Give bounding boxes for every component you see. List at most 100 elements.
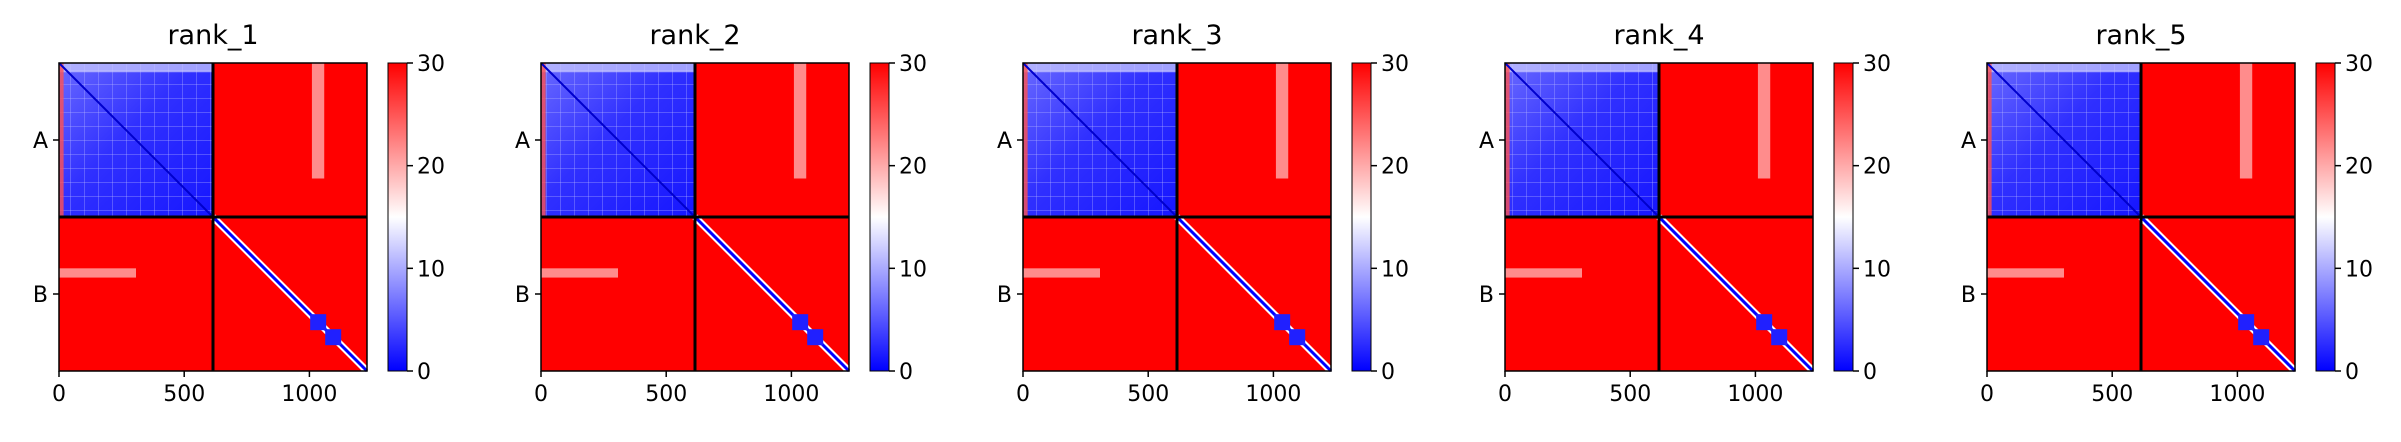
colorbar-tick-label: 30 [1381,52,1409,77]
block-a-diagonal [58,62,214,218]
block-b-a-streak [1023,268,1100,278]
block-b-diagonal [693,215,851,373]
x-tick-label: 0 [1498,382,1512,407]
colorbar: 0 10 20 30 [1833,52,1891,385]
chain-label: B [33,283,48,308]
block-b-a-streak [1505,268,1582,278]
block-b-diagonal [1175,215,1333,373]
block-a-top-band [541,63,695,73]
colorbar-tick-label: 0 [899,360,913,385]
block-a-b-streak [1275,63,1289,179]
block-a-b-streak [1757,63,1771,179]
colorbar-tick-label: 30 [2345,52,2373,77]
block-b-domain-2 [807,329,824,346]
block-b-a-streak [541,268,618,278]
chain-label: B [997,283,1012,308]
block-a-top-band [1505,63,1659,73]
block-b-domain-1 [2238,314,2255,331]
colorbar-gradient [1351,62,1372,372]
chain-label: B [1961,283,1976,308]
colorbar: 0 10 20 30 [387,52,445,385]
block-a-diagonal [1022,62,1178,218]
x-tick-label: 0 [1980,382,1994,407]
colorbar: 0 10 20 30 [1351,52,1409,385]
block-a-top-band [59,63,213,73]
x-tick-label: 1000 [1245,382,1301,407]
colorbar-tick-label: 20 [2345,155,2373,180]
x-tick-label: 500 [1127,382,1169,407]
x-tick-label: 1000 [763,382,819,407]
colorbar-tick-label: 10 [1381,257,1409,282]
block-a-left-edge [59,63,64,217]
block-b-domain-1 [1274,314,1291,331]
block-b-a-streak [59,268,136,278]
heatmap-panel-5: rank_5 0 500 1000 A B 0 10 20 30 [1961,20,2373,407]
colorbar-tick-label: 30 [899,52,927,77]
x-tick-label: 0 [1016,382,1030,407]
x-tick-label: 0 [52,382,66,407]
panel-title: rank_2 [649,20,740,51]
block-b-domain-2 [1289,329,1306,346]
heatmap-panel-2: rank_2 0 500 1000 A B 0 10 20 30 [515,20,927,407]
block-a-b-streak [2239,63,2253,179]
block-a-left-edge [1987,63,1992,217]
colorbar-tick-label: 30 [1863,52,1891,77]
block-a-left-edge [541,63,546,217]
block-b-domain-2 [2253,329,2270,346]
x-tick-label: 500 [645,382,687,407]
block-a-left-edge [1023,63,1028,217]
block-a-diagonal [1986,62,2142,218]
x-tick-label: 1000 [2209,382,2265,407]
block-b-diagonal [1657,215,1815,373]
colorbar-tick-label: 0 [417,360,431,385]
chain-label: B [1479,283,1494,308]
colorbar-tick-label: 20 [899,155,927,180]
panel-title: rank_4 [1613,20,1704,51]
x-tick-label: 500 [163,382,205,407]
colorbar-tick-label: 20 [1863,155,1891,180]
block-b-a-streak [1987,268,2064,278]
colorbar-tick-label: 10 [2345,257,2373,282]
chain-label: A [515,129,530,154]
block-a-top-band [1987,63,2141,73]
colorbar-tick-label: 20 [1381,155,1409,180]
heatmap-panel-4: rank_4 0 500 1000 A B 0 10 20 30 [1479,20,1891,407]
block-a-b-streak [311,63,325,179]
block-b-diagonal [2139,215,2297,373]
colorbar: 0 10 20 30 [869,52,927,385]
panel-title: rank_5 [2095,20,2186,51]
colorbar: 0 10 20 30 [2315,52,2373,385]
block-a-diagonal [1504,62,1660,218]
block-a-top-band [1023,63,1177,73]
heatmap-panel-1: rank_1 0 500 1000 A B 0 10 20 30 [33,20,445,407]
chain-label: A [1479,129,1494,154]
block-b-domain-1 [1756,314,1773,331]
colorbar-gradient [387,62,408,372]
block-b-domain-2 [1771,329,1788,346]
chain-label: A [1961,129,1976,154]
x-tick-label: 1000 [281,382,337,407]
heatmap-panel-3: rank_3 0 500 1000 A B 0 10 20 30 [997,20,1409,407]
panel-title: rank_3 [1131,20,1222,51]
x-tick-label: 500 [1609,382,1651,407]
x-tick-label: 500 [2091,382,2133,407]
colorbar-tick-label: 10 [417,257,445,282]
x-tick-label: 1000 [1727,382,1783,407]
chain-label: B [515,283,530,308]
colorbar-tick-label: 0 [1863,360,1877,385]
colorbar-tick-label: 0 [2345,360,2359,385]
block-a-left-edge [1505,63,1510,217]
colorbar-tick-label: 0 [1381,360,1395,385]
colorbar-gradient [869,62,890,372]
colorbar-tick-label: 10 [899,257,927,282]
block-a-diagonal [540,62,696,218]
block-b-domain-1 [792,314,809,331]
colorbar-gradient [2315,62,2336,372]
x-tick-label: 0 [534,382,548,407]
block-a-b-streak [793,63,807,179]
colorbar-tick-label: 20 [417,155,445,180]
colorbar-tick-label: 30 [417,52,445,77]
block-b-diagonal [211,215,369,373]
